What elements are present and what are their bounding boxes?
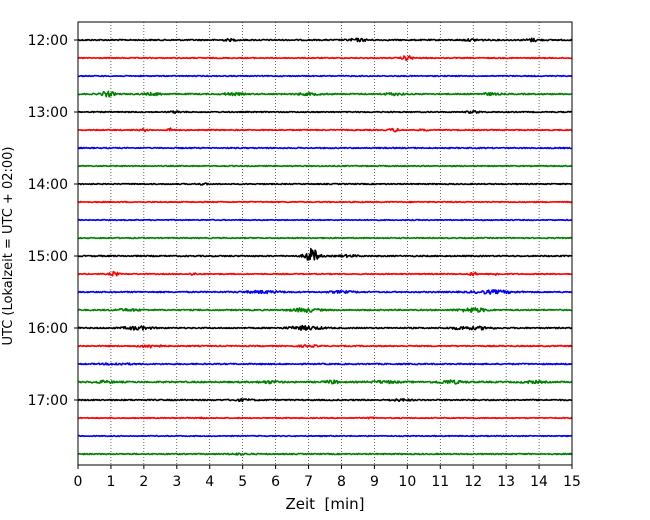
x-tick-label: 1 [106, 474, 115, 490]
x-tick-label: 0 [74, 474, 83, 490]
y-tick-label: 16:00 [28, 321, 68, 337]
x-tick-label: 3 [172, 474, 181, 490]
trace-1415 [77, 200, 573, 204]
x-tick-label: 9 [370, 474, 379, 490]
trace-1230 [77, 74, 573, 78]
x-tick-label: 2 [139, 474, 148, 490]
trace-1545 [77, 306, 573, 314]
trace-1200 [77, 37, 573, 43]
y-tick-label: 17:00 [28, 393, 68, 409]
x-tick-label: 14 [530, 474, 548, 490]
y-tick-label: 14:00 [28, 177, 68, 193]
trace-1615 [77, 344, 573, 349]
x-tick-label: 12 [464, 474, 482, 490]
trace-1700 [77, 397, 573, 403]
grid-lines [110, 22, 540, 465]
x-axis-ticks: 0 1 2 3 4 5 6 7 8 9 10 11 12 13 14 15 [74, 465, 581, 490]
trace-1630 [77, 362, 573, 366]
trace-1430 [77, 218, 573, 222]
seismic-traces [77, 37, 573, 456]
trace-1300 [77, 109, 573, 114]
x-tick-label: 15 [563, 474, 581, 490]
plot-frame [77, 21, 573, 466]
plot-background [78, 22, 572, 465]
x-tick-label: 4 [205, 474, 214, 490]
x-tick-label: 6 [271, 474, 280, 490]
trace-1315 [77, 127, 573, 133]
trace-1715 [77, 416, 573, 420]
trace-1515 [77, 270, 573, 277]
x-tick-label: 8 [337, 474, 346, 490]
trace-1330 [77, 146, 573, 150]
trace-1400 [77, 182, 573, 186]
trace-1500 [77, 247, 573, 261]
x-tick-label: 10 [398, 474, 416, 490]
y-tick-label: 13:00 [28, 105, 68, 121]
x-tick-label: 5 [238, 474, 247, 490]
trace-1245 [77, 90, 573, 98]
trace-1530 [77, 289, 573, 295]
trace-1645 [77, 379, 573, 385]
y-tick-label: 15:00 [28, 249, 68, 265]
y-tick-label: 12:00 [28, 33, 68, 49]
x-axis-title: Zeit [min] [285, 495, 364, 513]
y-axis-title: UTC (Lokalzeit = UTC + 02:00) [1, 147, 16, 346]
trace-1345 [77, 164, 573, 168]
trace-1445 [77, 236, 573, 240]
trace-1215 [77, 55, 573, 62]
trace-1730 [77, 434, 573, 438]
x-tick-label: 11 [431, 474, 449, 490]
y-axis-ticks: 12:00 13:00 14:00 15:00 16:00 17:00 [28, 33, 78, 409]
x-tick-label: 13 [497, 474, 515, 490]
trace-1745 [77, 452, 573, 456]
x-tick-label: 7 [304, 474, 313, 490]
trace-1600 [77, 324, 573, 332]
